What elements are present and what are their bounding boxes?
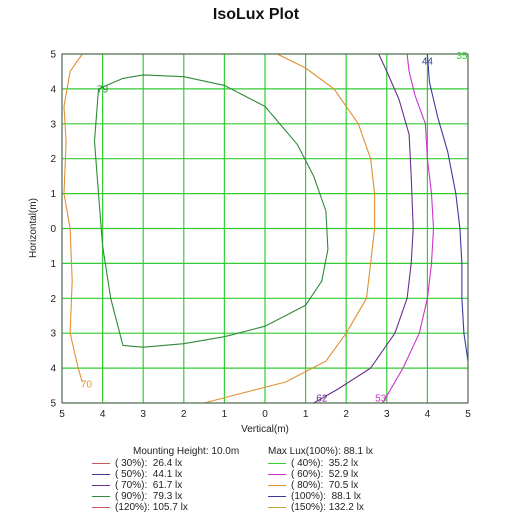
legend-swatch	[92, 485, 110, 486]
x-tick-label: 0	[262, 409, 268, 420]
legend-text: ( 80%): 70.5 lx	[291, 480, 359, 491]
legend-text: ( 50%): 44.1 lx	[115, 469, 183, 480]
contour-label-62: 62	[316, 393, 328, 404]
legend-text: (100%): 88.1 lx	[291, 491, 362, 502]
y-tick-label: 0	[50, 224, 56, 235]
x-tick-label: 3	[140, 409, 146, 420]
legend-swatch	[268, 474, 286, 475]
y-tick-label: 2	[50, 294, 56, 305]
x-tick-label: 2	[181, 409, 187, 420]
legend-item: ( 90%): 79.3 lx	[92, 491, 182, 502]
contour-label-53: 53	[375, 393, 387, 404]
legend-swatch	[268, 496, 286, 497]
legend-item: ( 70%): 61.7 lx	[92, 480, 182, 491]
contour-62	[313, 53, 414, 404]
x-tick-label: 1	[222, 409, 228, 420]
legend-swatch	[92, 507, 110, 508]
y-tick-label: 5	[50, 399, 56, 410]
legend-item: (120%): 105.7 lx	[92, 502, 188, 513]
y-tick-label: 5	[50, 50, 56, 61]
contour-70	[63, 53, 83, 383]
plot-frame	[61, 53, 469, 404]
chart-title: IsoLux Plot	[212, 6, 300, 23]
legend-swatch	[268, 485, 286, 486]
legend-text: (150%): 132.2 lx	[291, 502, 364, 513]
contour-44	[426, 53, 469, 362]
mounting-height: Mounting Height: 10.0m	[133, 446, 240, 457]
y-tick-label: 1	[50, 259, 56, 270]
x-tick-label: 5	[59, 409, 65, 420]
y-tick-label: 3	[50, 119, 56, 130]
y-tick-label: 1	[50, 189, 56, 200]
legend-text: ( 30%): 26.4 lx	[115, 458, 183, 469]
x-tick-label: 4	[100, 409, 106, 420]
contour-labels: 79 44 35 70 62 53	[81, 51, 468, 404]
plot-border	[61, 53, 469, 404]
contour-70	[203, 53, 376, 404]
contour-lines	[63, 53, 469, 404]
contour-53	[382, 53, 435, 404]
x-tick-label: 2	[343, 409, 349, 420]
legend-item: ( 60%): 52.9 lx	[268, 469, 358, 480]
legend-item: ( 40%): 35.2 lx	[268, 458, 358, 469]
contour-label-35: 35	[456, 51, 468, 62]
legend-swatch	[92, 474, 110, 475]
legend-swatch	[268, 463, 286, 464]
legend-item: ( 30%): 26.4 lx	[92, 458, 182, 469]
max-lux: Max Lux(100%): 88.1 lx	[268, 446, 374, 457]
x-tick-label: 4	[425, 409, 431, 420]
x-axis-label: Vertical(m)	[241, 424, 289, 435]
contour-79	[93, 74, 329, 348]
legend-text: ( 40%): 35.2 lx	[291, 458, 359, 469]
legend-swatch	[92, 496, 110, 497]
legend-text: ( 60%): 52.9 lx	[291, 469, 359, 480]
y-tick-label: 3	[50, 329, 56, 340]
legend-item: (150%): 132.2 lx	[268, 502, 364, 513]
contour-label-79: 79	[97, 84, 109, 95]
legend-swatch	[92, 463, 110, 464]
legend-text: (120%): 105.7 lx	[115, 502, 188, 513]
x-tick-label: 1	[303, 409, 309, 420]
legend-swatch	[268, 507, 286, 508]
legend-item: ( 80%): 70.5 lx	[268, 480, 358, 491]
x-tick-label: 5	[465, 409, 471, 420]
legend-text: ( 90%): 79.3 lx	[115, 491, 183, 502]
x-tick-label: 3	[384, 409, 390, 420]
contour-label-70: 70	[81, 379, 93, 390]
contour-label-44: 44	[422, 56, 434, 67]
legend-text: ( 70%): 61.7 lx	[115, 480, 183, 491]
legend-item: (100%): 88.1 lx	[268, 491, 361, 502]
y-tick-label: 2	[50, 154, 56, 165]
y-tick-label: 4	[50, 364, 56, 375]
y-tick-label: 4	[50, 84, 56, 95]
legend-item: ( 50%): 44.1 lx	[92, 469, 182, 480]
y-axis-label: Horizontal(m)	[28, 198, 39, 258]
